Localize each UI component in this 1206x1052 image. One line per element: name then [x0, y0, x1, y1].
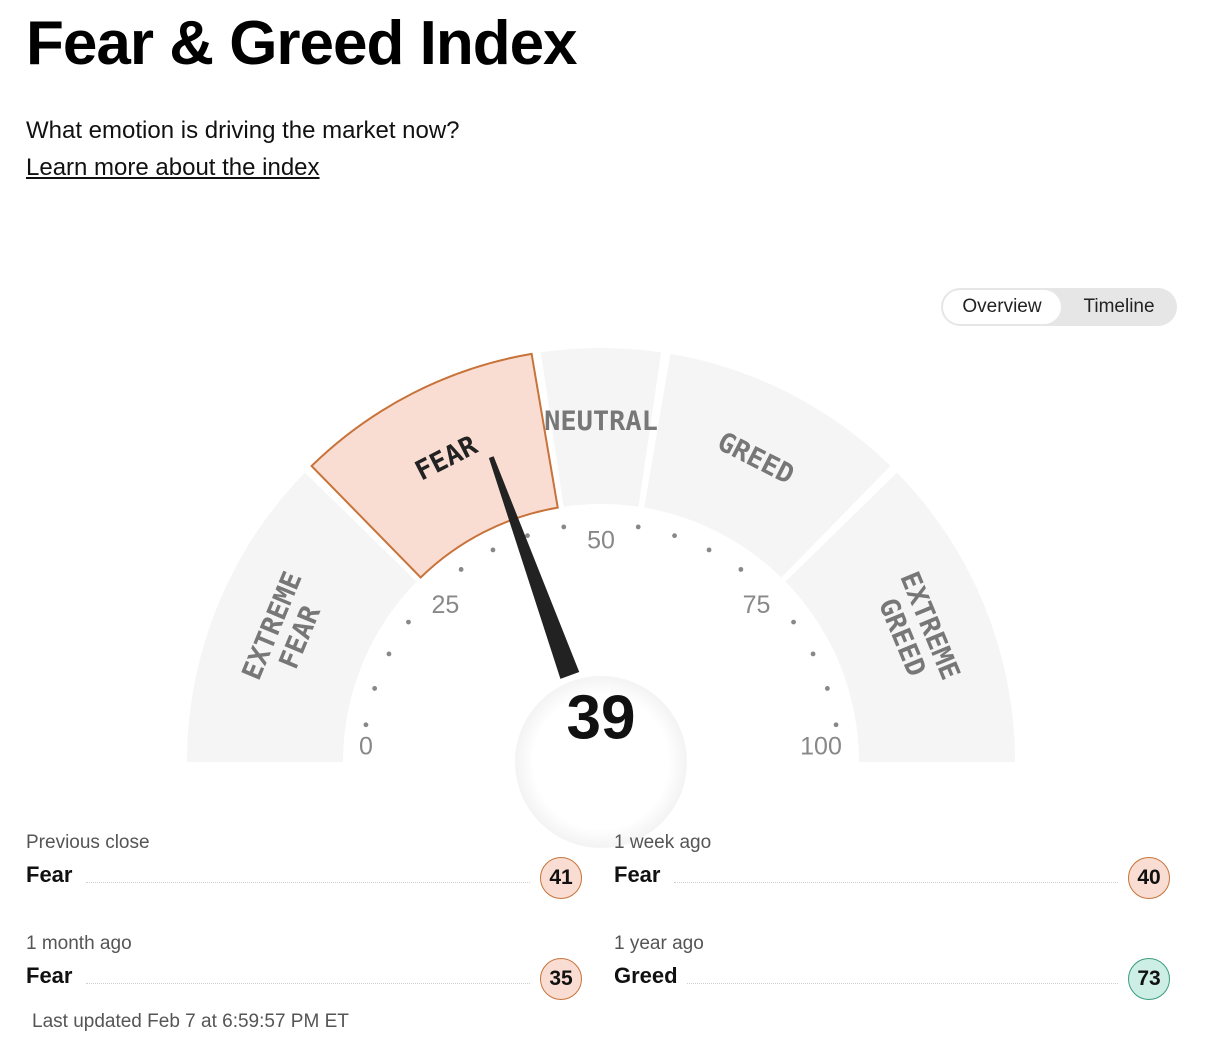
gauge-tick-dot [738, 567, 744, 572]
dotted-leader [86, 983, 530, 984]
history-rating: Fear [26, 862, 73, 887]
gauge-tick-dot [833, 722, 839, 728]
gauge-tick-dot [810, 651, 816, 657]
gauge-tick-dot [525, 533, 530, 539]
gauge-needle [488, 456, 580, 679]
learn-more-link[interactable]: Learn more about the index [26, 154, 320, 181]
gauge-tick-label: 75 [743, 591, 771, 619]
history-item-1-week-ago: 1 week ago Fear 40 [614, 832, 1170, 902]
gauge-segment-fear [310, 352, 559, 579]
gauge-segment-extreme-fear [187, 472, 417, 762]
gauge-tick-label: 50 [587, 527, 615, 555]
gauge-tick-label: 100 [800, 733, 842, 761]
history-item-1-year-ago: 1 year ago Greed 73 [614, 933, 1170, 1003]
gauge-tick-dot [458, 567, 464, 572]
history-value-badge: 41 [540, 857, 582, 899]
history-period: 1 year ago [614, 933, 704, 954]
history-rating: Fear [26, 963, 73, 988]
gauge-tick-dot [490, 547, 496, 553]
tab-timeline[interactable]: Timeline [1083, 296, 1155, 317]
gauge-segment-greed [644, 353, 891, 578]
history-value-badge: 40 [1128, 857, 1170, 899]
gauge-tick-dot [791, 619, 796, 625]
gauge-segment-extreme-greed [785, 472, 1015, 762]
dotted-leader [687, 983, 1118, 984]
gauge-segment-neutral [540, 348, 662, 507]
history-rating: Greed [614, 963, 678, 988]
gauge-tick-dot [706, 547, 712, 553]
gauge-tick-dot [672, 533, 677, 539]
history-item-previous-close: Previous close Fear 41 [26, 832, 582, 902]
gauge-tick-label: 0 [359, 733, 373, 761]
gauge-score: 39 [567, 683, 636, 752]
view-toggle: Overview Timeline [941, 288, 1177, 326]
page-title: Fear & Greed Index [26, 9, 578, 78]
history-value-badge: 73 [1128, 958, 1170, 1000]
history-period: 1 week ago [614, 832, 712, 853]
gauge-tick-dot [824, 686, 830, 691]
dotted-leader [86, 882, 530, 883]
dotted-leader [674, 882, 1118, 883]
gauge-tick-label: 25 [432, 591, 460, 619]
gauge-tick-dot [561, 524, 567, 530]
gauge-hub [515, 676, 687, 848]
history-period: 1 month ago [26, 933, 132, 954]
gauge-tick-dot [386, 651, 392, 657]
history-rating: Fear [614, 862, 661, 887]
gauge-tick-dot [372, 686, 378, 691]
last-updated: Last updated Feb 7 at 6:59:57 PM ET [32, 1011, 349, 1032]
page-subtitle: What emotion is driving the market now? [26, 117, 460, 144]
gauge-tick-dot [363, 722, 369, 728]
gauge-tick-dot [635, 524, 641, 530]
history-period: Previous close [26, 832, 150, 853]
history-item-1-month-ago: 1 month ago Fear 35 [26, 933, 582, 1003]
gauge-label-neutral: NEUTRAL [544, 406, 658, 437]
tab-overview[interactable]: Overview [943, 290, 1061, 324]
history-value-badge: 35 [540, 958, 582, 1000]
gauge-tick-dot [406, 619, 411, 625]
